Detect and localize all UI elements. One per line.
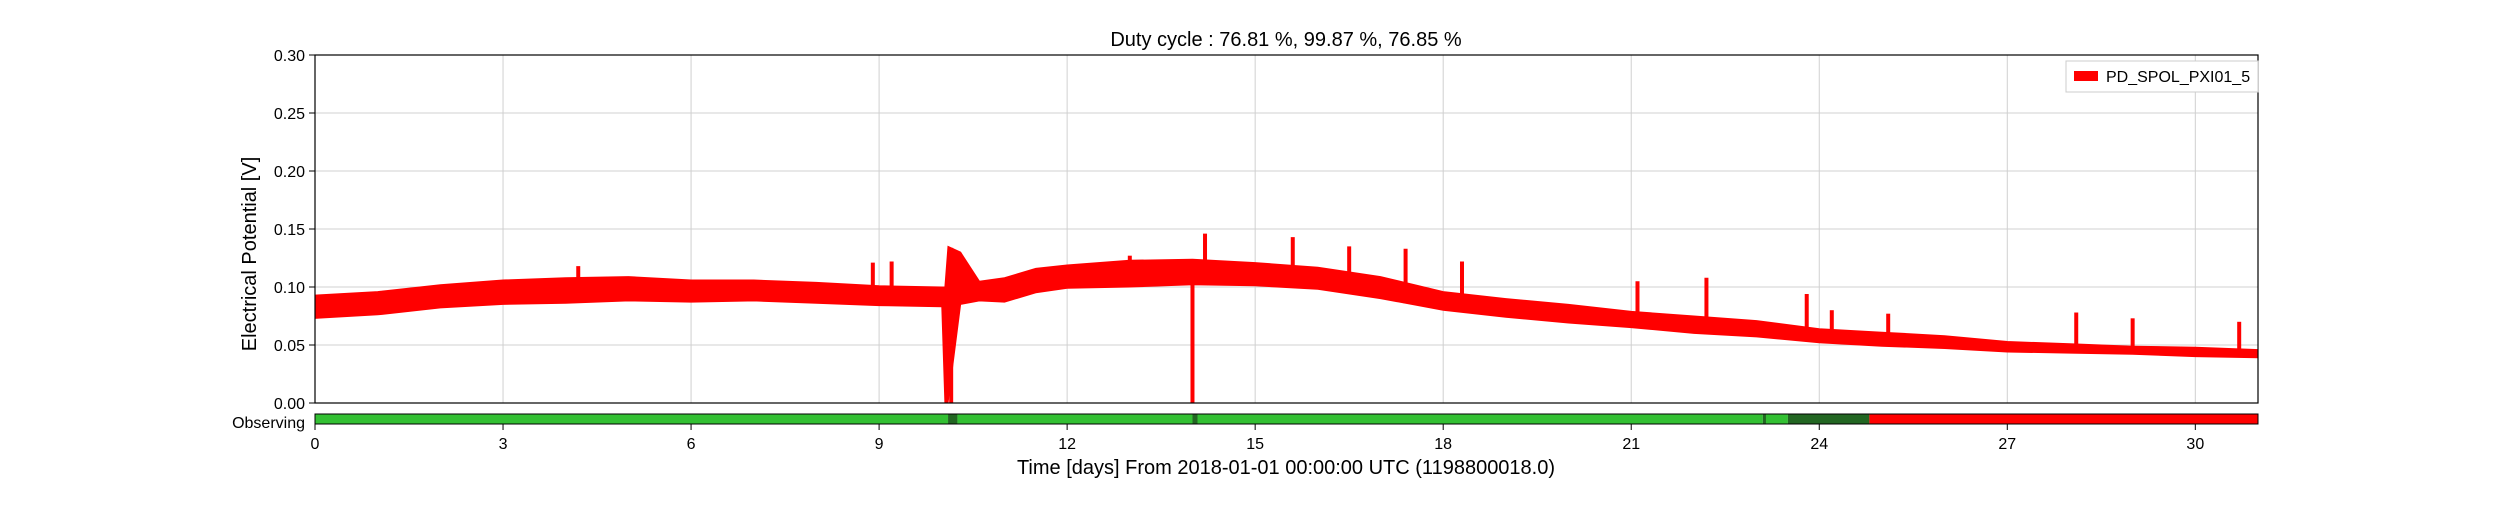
y-tick-label: 0.05 [274, 338, 305, 355]
state-bar-label: Observing [232, 415, 305, 432]
state-bar [314, 413, 2259, 425]
x-tick-label: 15 [1246, 436, 1264, 453]
state-bar-segment [948, 414, 958, 424]
x-axis-label: Time [days] From 2018-01-01 00:00:00 UTC… [1017, 457, 1555, 479]
x-tick-label: 18 [1434, 436, 1452, 453]
y-tick-label: 0.00 [274, 396, 305, 413]
state-bar-frame [314, 413, 2259, 425]
legend-label: PD_SPOL_PXI01_5 [2106, 69, 2250, 86]
x-tick-label: 3 [499, 436, 508, 453]
state-bar-segment [1762, 414, 1766, 424]
series-spikes [576, 233, 2242, 403]
state-bar-segment [957, 414, 1193, 424]
x-tick-label: 27 [1998, 436, 2016, 453]
y-tick-label: 0.15 [274, 222, 305, 239]
state-bar-segment [315, 414, 949, 424]
state-bar-segment [1197, 414, 1763, 424]
x-tick-label: 12 [1058, 436, 1076, 453]
x-tick-label: 30 [2186, 436, 2204, 453]
x-tick-label: 21 [1622, 436, 1640, 453]
state-bar-segment [1787, 414, 1870, 424]
state-bar-segment [1192, 414, 1198, 424]
y-tick-label: 0.25 [274, 106, 305, 123]
x-tick-label: 0 [311, 436, 320, 453]
x-tick-label: 24 [1810, 436, 1828, 453]
chart-title: Duty cycle : 76.81 %, 99.87 %, 76.85 % [1110, 29, 1462, 51]
x-axis: 0 3 6 9 12 15 18 21 24 27 30 [311, 424, 2204, 453]
y-axis: 0.00 0.05 0.10 0.15 0.20 0.25 0.30 [274, 48, 315, 413]
x-tick-label: 9 [875, 436, 884, 453]
legend-swatch [2074, 71, 2098, 81]
y-tick-label: 0.10 [274, 280, 305, 297]
y-tick-label: 0.20 [274, 164, 305, 181]
state-bar-segment [1869, 414, 2258, 424]
y-axis-label: Electrical Potential [V] [239, 157, 261, 352]
legend: PD_SPOL_PXI01_5 [2065, 60, 2259, 93]
y-tick-label: 0.30 [274, 48, 305, 65]
x-tick-label: 6 [687, 436, 696, 453]
state-bar-segment [1765, 414, 1788, 424]
